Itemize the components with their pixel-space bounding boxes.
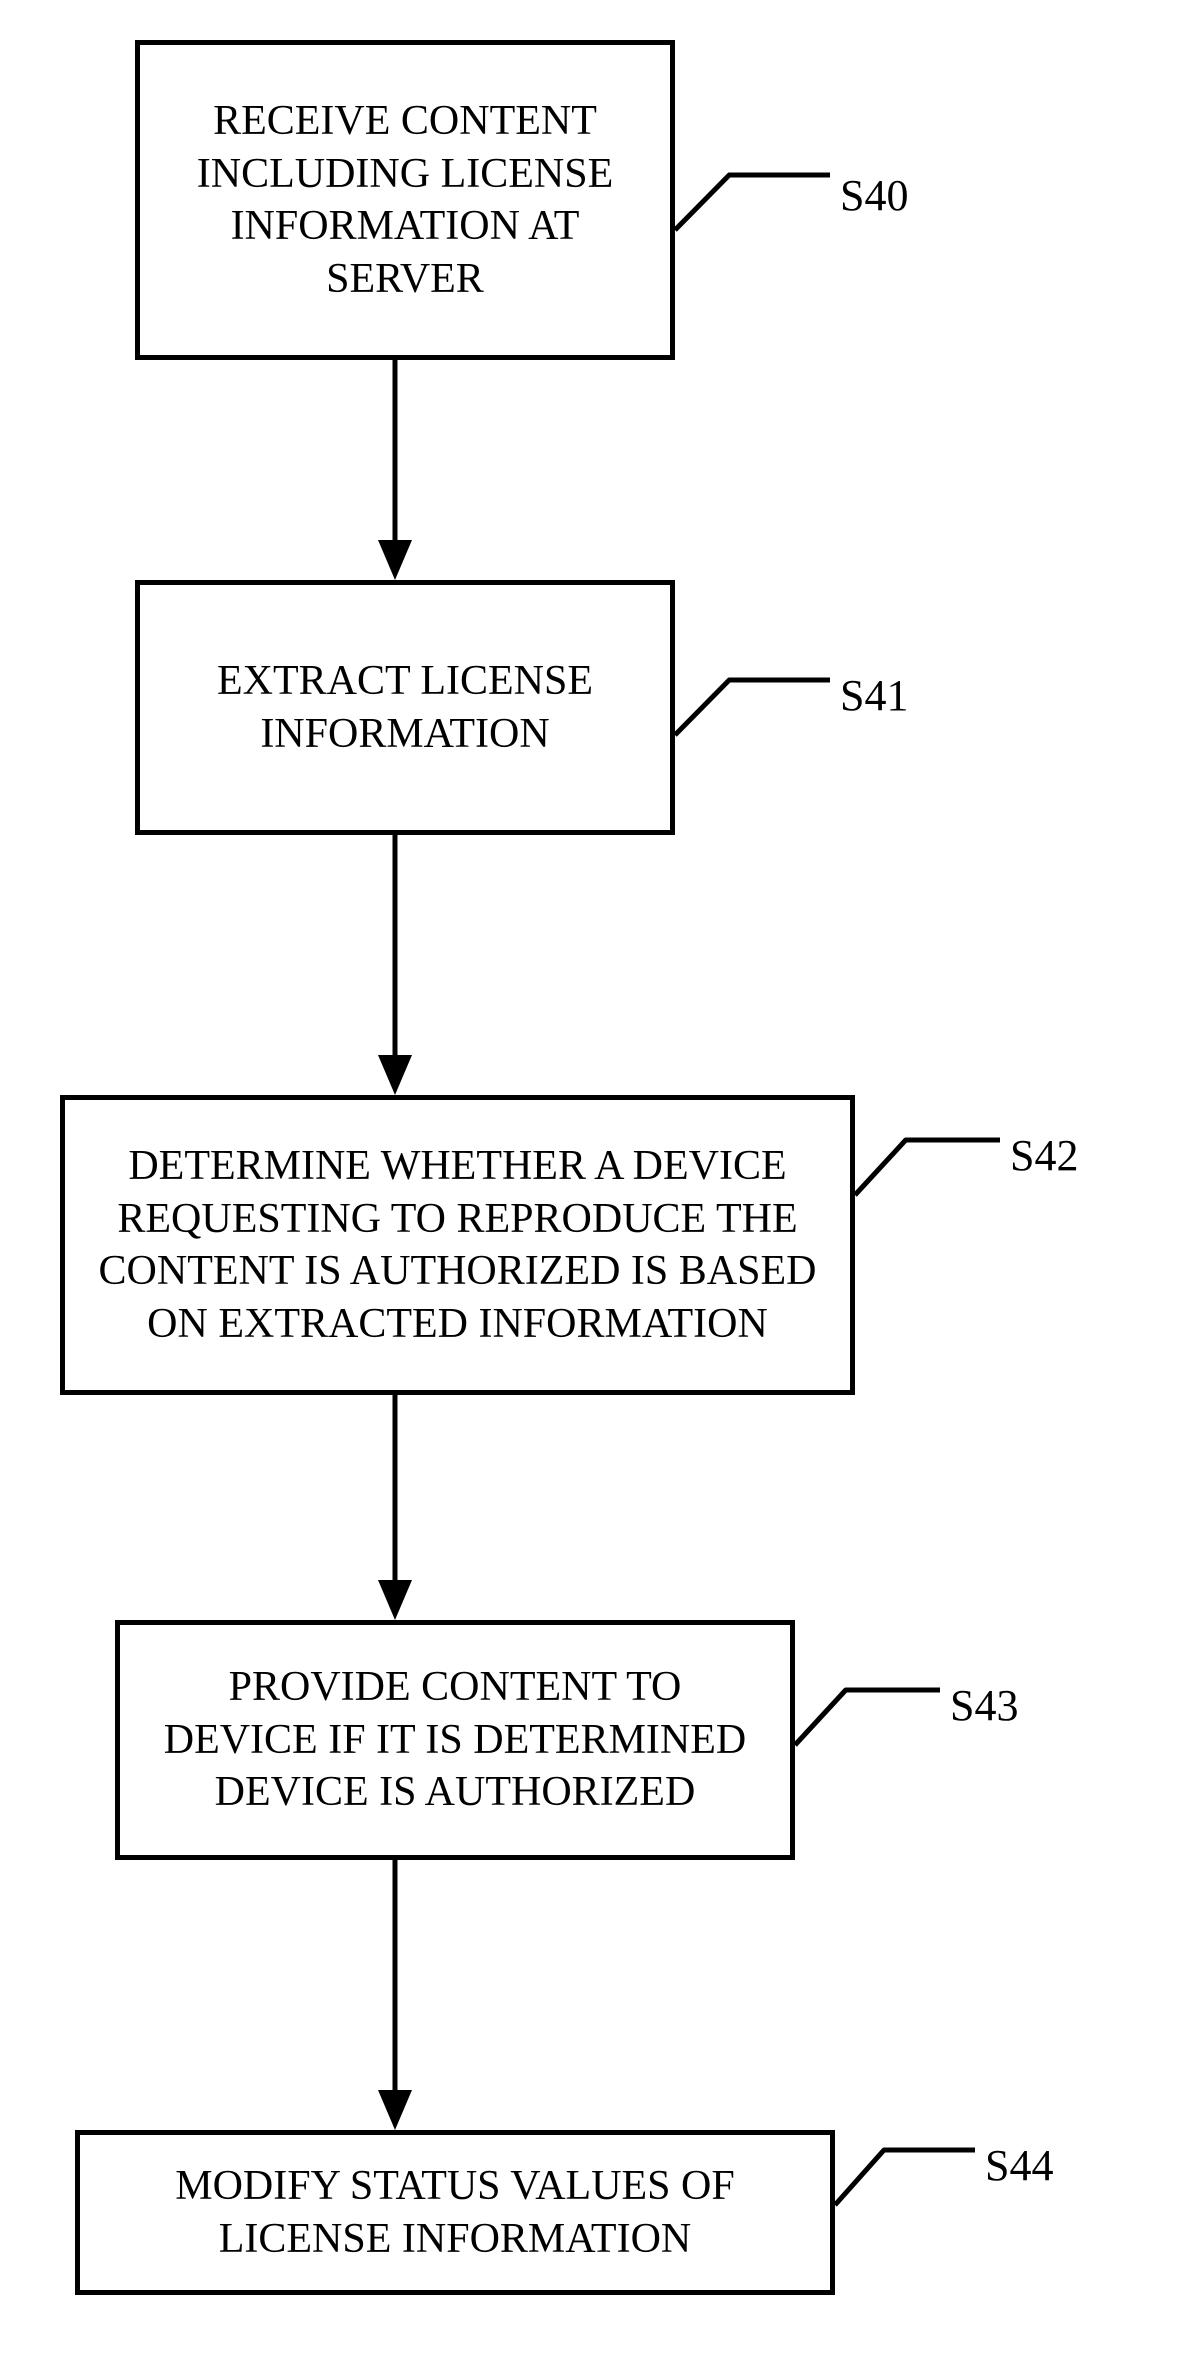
step-label-s41: S41: [840, 670, 908, 721]
flow-step-text: MODIFY STATUS VALUES OF LICENSE INFORMAT…: [175, 2160, 734, 2265]
flow-step-s44: MODIFY STATUS VALUES OF LICENSE INFORMAT…: [75, 2130, 835, 2295]
callout-line: [795, 1690, 940, 1745]
flow-step-s43: PROVIDE CONTENT TO DEVICE IF IT IS DETER…: [115, 1620, 795, 1860]
flow-step-text: EXTRACT LICENSE INFORMATION: [217, 655, 593, 760]
flow-step-text: DETERMINE WHETHER A DEVICE REQUESTING TO…: [99, 1140, 817, 1350]
flow-step-s40: RECEIVE CONTENT INCLUDING LICENSE INFORM…: [135, 40, 675, 360]
flow-arrow: [373, 1860, 417, 2130]
flow-step-s42: DETERMINE WHETHER A DEVICE REQUESTING TO…: [60, 1095, 855, 1395]
callout-line: [855, 1140, 1000, 1195]
callout-line: [675, 175, 830, 230]
flow-step-s41: EXTRACT LICENSE INFORMATION: [135, 580, 675, 835]
step-label-s42: S42: [1010, 1130, 1078, 1181]
callout-line: [675, 680, 830, 735]
flow-step-text: PROVIDE CONTENT TO DEVICE IF IT IS DETER…: [164, 1661, 747, 1819]
flowchart-canvas: RECEIVE CONTENT INCLUDING LICENSE INFORM…: [0, 0, 1180, 2377]
step-label-s44: S44: [985, 2140, 1053, 2191]
flow-step-text: RECEIVE CONTENT INCLUDING LICENSE INFORM…: [197, 95, 613, 305]
flow-arrow: [373, 835, 417, 1095]
callout-line: [835, 2150, 975, 2205]
step-label-s43: S43: [950, 1680, 1018, 1731]
flow-arrow: [373, 1395, 417, 1620]
flow-arrow: [373, 360, 417, 580]
step-label-s40: S40: [840, 170, 908, 221]
